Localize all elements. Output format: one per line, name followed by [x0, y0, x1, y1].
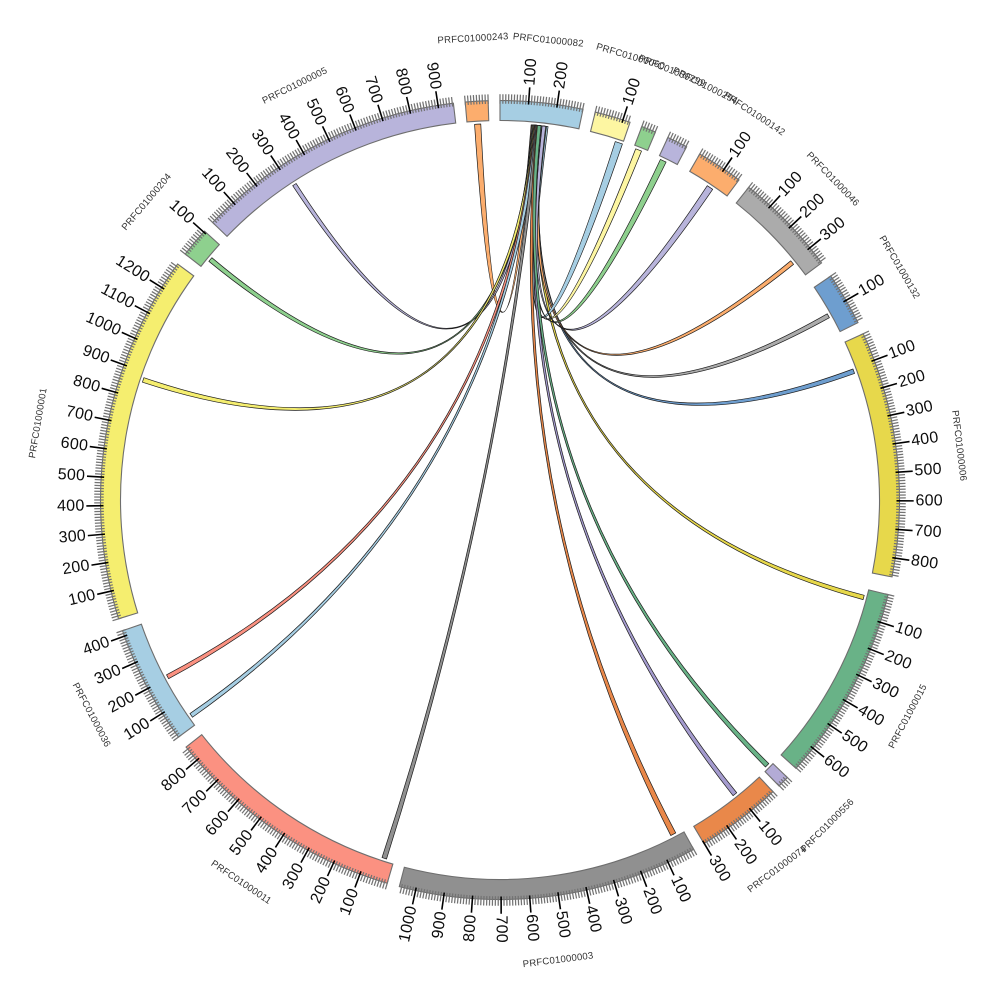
svg-text:600: 600	[523, 914, 542, 943]
svg-text:700: 700	[914, 522, 943, 541]
svg-text:700: 700	[493, 915, 510, 943]
svg-text:600: 600	[915, 492, 942, 509]
svg-text:500: 500	[914, 461, 943, 480]
svg-text:400: 400	[57, 497, 85, 514]
svg-text:500: 500	[57, 466, 85, 485]
svg-text:100: 100	[521, 58, 540, 87]
svg-text:300: 300	[58, 527, 87, 546]
svg-text:600: 600	[60, 434, 89, 454]
svg-text:800: 800	[461, 914, 480, 943]
